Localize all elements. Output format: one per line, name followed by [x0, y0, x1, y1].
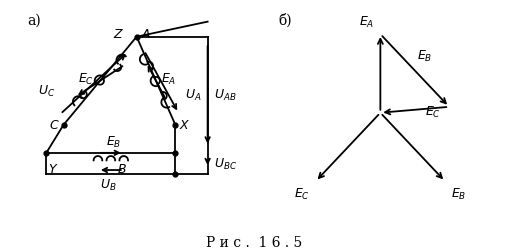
- Text: $Y$: $Y$: [47, 163, 58, 176]
- Text: а): а): [27, 14, 41, 28]
- Text: $E_A$: $E_A$: [359, 15, 375, 30]
- Text: $E_C$: $E_C$: [294, 186, 309, 201]
- Text: $E_C$: $E_C$: [78, 72, 94, 87]
- Text: $U_A$: $U_A$: [185, 88, 202, 103]
- Text: $A$: $A$: [141, 28, 152, 41]
- Text: $U_{BC}$: $U_{BC}$: [214, 156, 237, 171]
- Text: $E_A$: $E_A$: [161, 72, 177, 87]
- Text: Р и с .  1 6 . 5: Р и с . 1 6 . 5: [206, 236, 303, 249]
- Text: $U_B$: $U_B$: [100, 177, 117, 192]
- Text: б): б): [278, 13, 292, 28]
- Text: $U_{AB}$: $U_{AB}$: [214, 88, 237, 103]
- Text: $C$: $C$: [48, 119, 59, 132]
- Text: $Z$: $Z$: [113, 28, 124, 41]
- Text: $E_C$: $E_C$: [425, 105, 441, 120]
- Text: $E_B$: $E_B$: [451, 186, 466, 201]
- Text: $X$: $X$: [179, 119, 191, 132]
- Text: $U_C$: $U_C$: [38, 84, 55, 99]
- Text: $E_B$: $E_B$: [417, 49, 432, 64]
- Text: $E_B$: $E_B$: [106, 134, 122, 149]
- Text: $B$: $B$: [117, 163, 127, 176]
